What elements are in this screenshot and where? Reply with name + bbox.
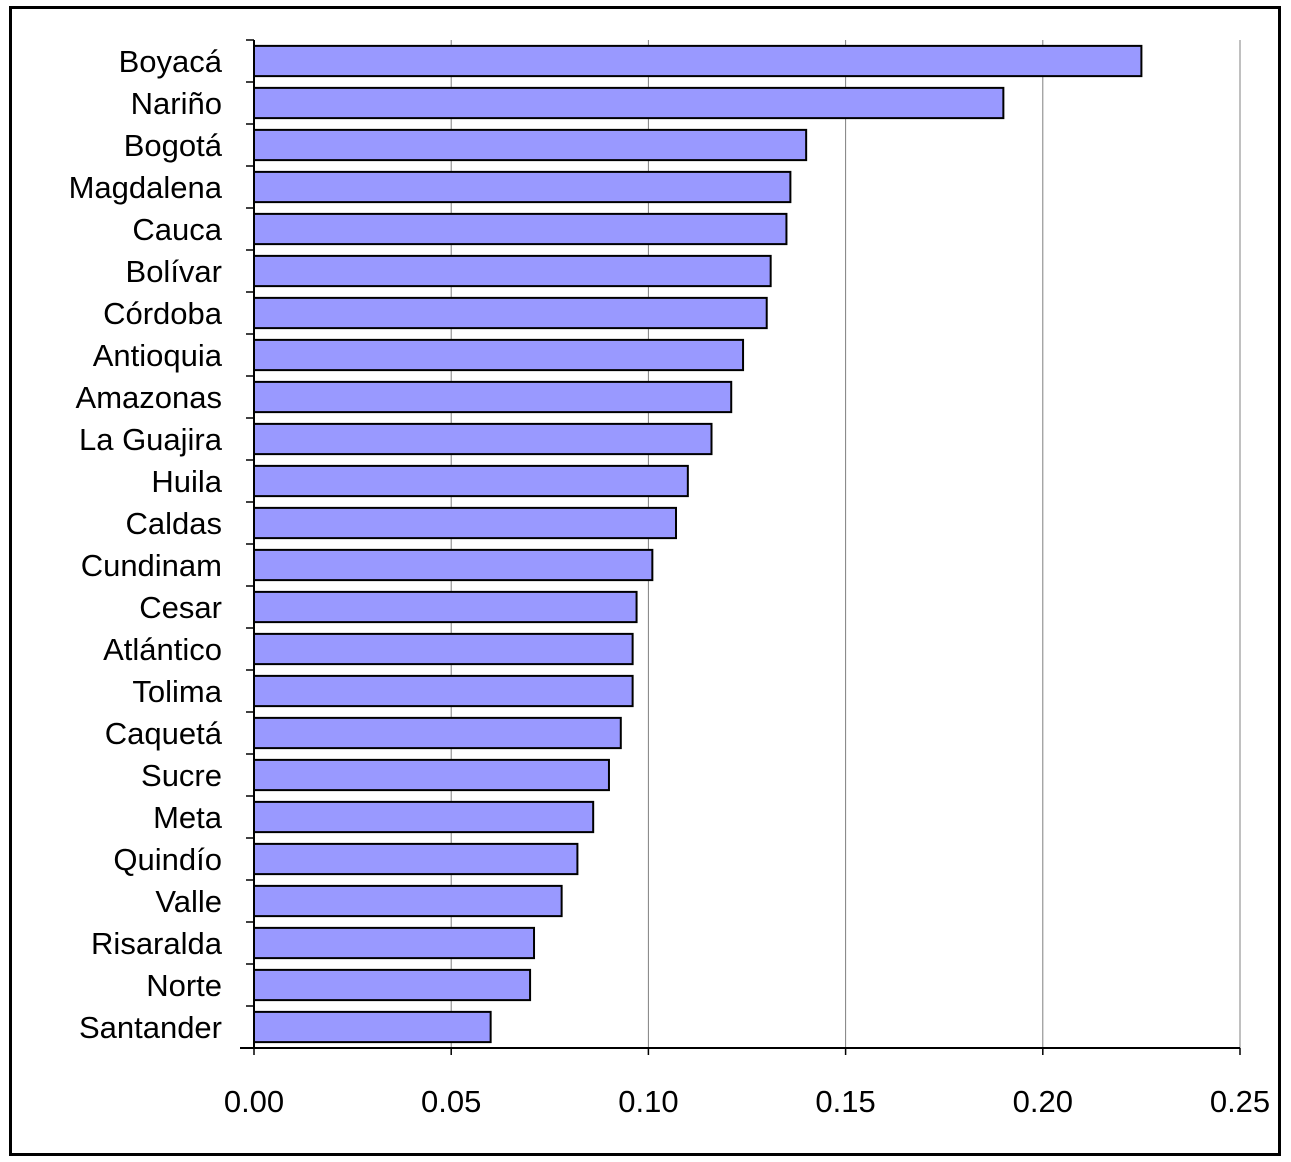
bar (253, 338, 745, 372)
category-label: Antioquia (93, 338, 223, 373)
bar (253, 296, 768, 330)
bar (253, 170, 792, 204)
category-label: Meta (153, 800, 223, 835)
category-label: Amazonas (76, 380, 222, 415)
category-label: Caquetá (105, 716, 223, 751)
x-tick-label: 0.05 (421, 1084, 481, 1119)
category-label: Boyacá (119, 44, 223, 79)
category-label: Norte (146, 968, 222, 1003)
bar (253, 212, 788, 246)
category-label: Sucre (141, 758, 222, 793)
bar (253, 842, 579, 876)
bar (253, 254, 772, 288)
bar (253, 884, 563, 918)
x-tick-label: 0.00 (224, 1084, 284, 1119)
category-label: Risaralda (91, 926, 223, 961)
bar (253, 758, 610, 792)
bar (253, 44, 1143, 78)
category-label: Cauca (132, 212, 222, 247)
x-tick-label: 0.25 (1210, 1084, 1270, 1119)
bar (253, 590, 638, 624)
bar (253, 128, 808, 162)
category-label: Córdoba (103, 296, 223, 331)
bar (253, 926, 536, 960)
bar (253, 1010, 492, 1044)
category-label: Atlántico (103, 632, 222, 667)
bar (253, 548, 654, 582)
bar (253, 506, 678, 540)
category-label: La Guajira (79, 422, 223, 457)
x-tick-label: 0.10 (618, 1084, 678, 1119)
category-label: Cundinam (81, 548, 222, 583)
category-labels: Boyacá Nariño Bogotá Magdalena Cauca Bolívar C… (69, 44, 223, 1045)
category-label: Tolima (132, 674, 222, 709)
category-label: Caldas (126, 506, 223, 541)
tick-labels: 0.00 0.05 0.10 0.15 0.20 0.25 (224, 1084, 1270, 1119)
bar (253, 800, 595, 834)
category-label: Santander (79, 1010, 222, 1045)
category-label: Valle (155, 884, 222, 919)
bar (253, 632, 634, 666)
gridlines (450, 40, 1241, 1048)
category-label: Cesar (139, 590, 222, 625)
category-label: Huila (151, 464, 222, 499)
category-label: Quindío (113, 842, 222, 877)
category-label: Nariño (131, 86, 222, 121)
bar (253, 380, 733, 414)
bar (253, 464, 689, 498)
category-label: Bogotá (124, 128, 223, 163)
x-tick-label: 0.15 (815, 1084, 875, 1119)
bar (253, 422, 713, 456)
bar (253, 86, 1005, 120)
axes (240, 39, 1241, 1055)
bar (253, 716, 622, 750)
bars (253, 44, 1143, 1044)
bar (253, 674, 634, 708)
category-label: Magdalena (69, 170, 223, 205)
category-label: Bolívar (126, 254, 222, 289)
bar (253, 968, 532, 1002)
x-tick-label: 0.20 (1013, 1084, 1073, 1119)
